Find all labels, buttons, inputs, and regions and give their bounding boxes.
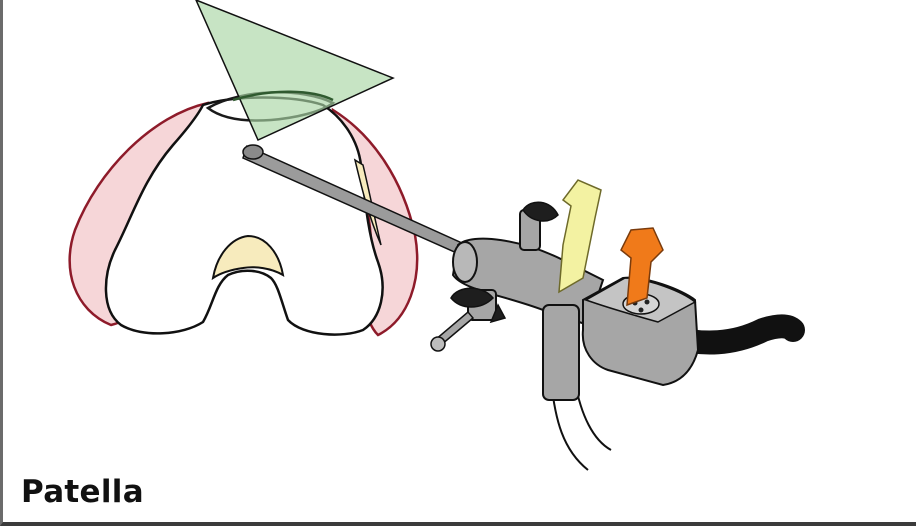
field-of-view-cone bbox=[195, 0, 395, 141]
femoral-condyles bbox=[104, 96, 384, 336]
field-of-view-arc bbox=[232, 90, 334, 102]
rotation-arrow-icon bbox=[620, 227, 664, 307]
trochlear-cartilage bbox=[211, 234, 285, 281]
rotation-arrow-icon bbox=[558, 179, 602, 294]
scope-tip bbox=[242, 144, 264, 160]
vertical-post bbox=[542, 304, 580, 401]
upper-stopcock bbox=[519, 201, 559, 251]
lower-stopcock bbox=[430, 287, 507, 352]
sheath-front-ring bbox=[452, 241, 478, 283]
patella-label: Patella bbox=[21, 474, 144, 510]
arthroscope-knee-diagram bbox=[68, 0, 805, 471]
